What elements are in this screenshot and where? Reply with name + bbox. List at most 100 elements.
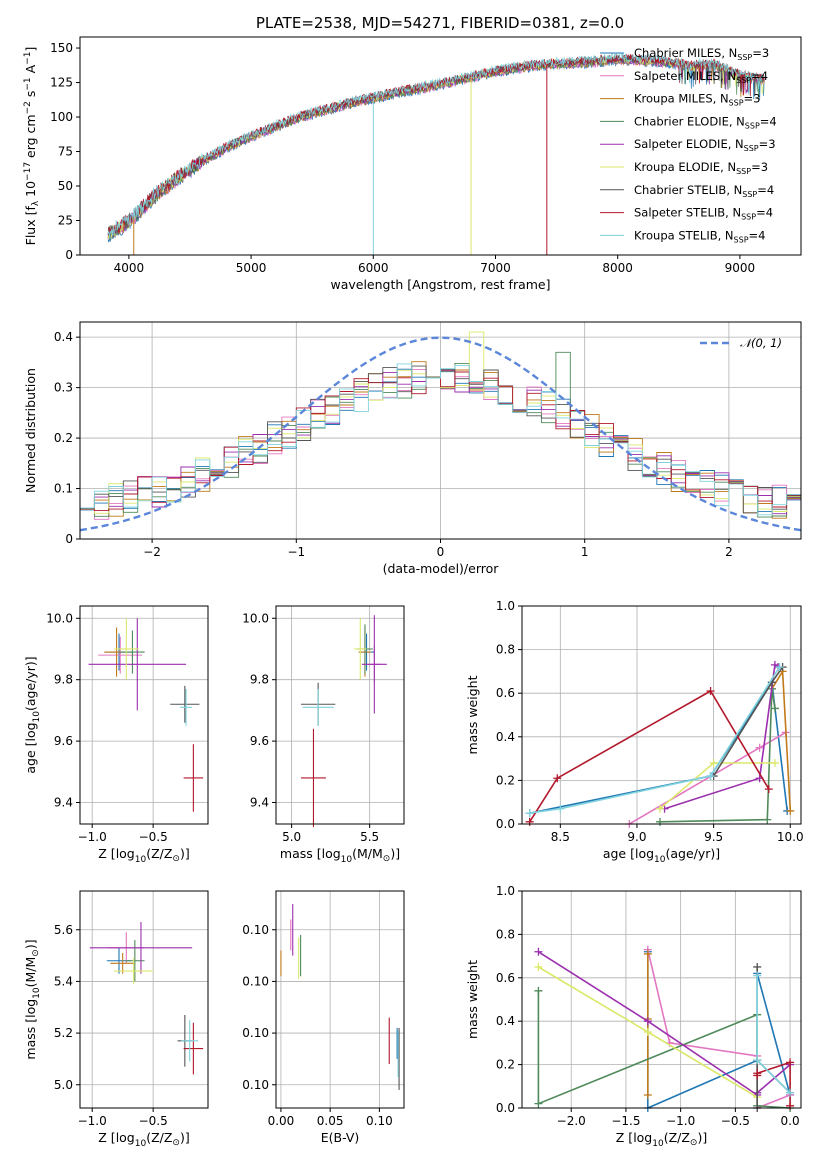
- weight-marker: [764, 785, 773, 794]
- x-axis-label: E(B-V): [321, 1130, 360, 1145]
- y-axis-label: mass weight: [465, 675, 480, 754]
- x-tick-label: 10.0: [777, 830, 804, 844]
- y-tick-label: 1.0: [496, 599, 515, 613]
- x-tick-label: 4000: [114, 261, 145, 275]
- axes-frame: [79, 321, 802, 540]
- histogram-8: [80, 363, 801, 516]
- x-tick-label: −1.0: [666, 1114, 695, 1128]
- y-tick-label: 0: [65, 248, 73, 262]
- plot-area-residuals: [79, 331, 802, 532]
- x-tick-label: −0.5: [139, 1114, 168, 1128]
- weight-marker: [525, 809, 534, 818]
- x-tick-label: −1.0: [78, 1114, 107, 1128]
- y-tick-label: 0.1: [54, 482, 73, 496]
- spectrum-line-8: [107, 52, 765, 238]
- weight-marker: [655, 804, 664, 813]
- weight-marker: [525, 817, 534, 826]
- figure-title: PLATE=2538, MJD=54271, FIBERID=0381, z=0…: [256, 14, 624, 32]
- weight-marker: [753, 962, 762, 971]
- weight-marker: [556, 804, 565, 813]
- y-tick-label: 5.6: [54, 923, 73, 937]
- y-tick-label: 0.4: [54, 330, 73, 344]
- panel-residuals: −2 −1 0 1 2 0 0.1 0.2 0.3 0.4 (data-model)/error No…: [23, 321, 802, 576]
- weight-marker: [643, 949, 652, 958]
- weight-marker: [786, 1088, 795, 1097]
- x-tick-label: 2: [725, 545, 733, 559]
- x-axis-label: (data-model)/error: [383, 561, 500, 576]
- weight-marker: [770, 704, 779, 713]
- y-tick-label: 5.0: [54, 1078, 73, 1092]
- weight-marker: [553, 774, 562, 783]
- weight-line-3: [537, 990, 791, 1109]
- weight-marker: [770, 758, 779, 767]
- panel-weight-vs-age: 8.5 9.0 9.5 10.0 0.0 0.2 0.4 0.6 0.8 1.0 age [log1…: [465, 599, 804, 865]
- weight-marker: [643, 1017, 652, 1026]
- x-tick-label: 1: [581, 545, 589, 559]
- x-tick-label: 9.0: [627, 830, 646, 844]
- x-axis-label: Z [log10​(Z/Z⊙​)]: [98, 846, 189, 865]
- spectrum-legend: Chabrier MILES, NSSP=3 Salpeter MILES, NS…: [600, 46, 777, 244]
- x-tick-label: 8.5: [551, 830, 570, 844]
- y-tick-label: 0.4: [496, 1014, 515, 1028]
- y-tick-label: 150: [50, 41, 73, 55]
- axes-frame: [79, 36, 802, 256]
- y-tick-label: 0.8: [496, 643, 515, 657]
- x-tick-label: 0.0: [781, 1114, 800, 1128]
- x-tick-label: 0.05: [317, 1114, 344, 1128]
- y-tick-label: 9.8: [54, 673, 73, 687]
- weight-line-7: [529, 689, 770, 823]
- weight-marker: [655, 817, 664, 826]
- weight-marker: [763, 815, 772, 824]
- weight-marker: [755, 743, 764, 752]
- x-tick-label: −2: [143, 545, 161, 559]
- weight-marker: [534, 947, 543, 956]
- legend-entry: Salpeter MILES, NSSP=4: [634, 69, 768, 85]
- y-tick-label: 0.2: [496, 773, 515, 787]
- x-axis-label: Z [log10​(Z/Z⊙​)]: [616, 1130, 707, 1149]
- y-tick-label: 50: [58, 179, 73, 193]
- weight-marker: [786, 1058, 795, 1067]
- y-tick-label: 0.0: [496, 1101, 515, 1115]
- y-tick-label: 9.8: [250, 673, 269, 687]
- y-axis-label: mass weight: [465, 960, 480, 1039]
- weight-line-2: [771, 668, 792, 811]
- x-tick-label: 9000: [725, 261, 756, 275]
- weight-line-3: [659, 688, 776, 823]
- y-tick-label: 0.10: [242, 1078, 269, 1092]
- x-tick-label: −1.5: [611, 1114, 640, 1128]
- weight-line-1: [647, 949, 791, 1110]
- weight-marker: [786, 806, 795, 815]
- x-tick-label: −1.0: [78, 830, 107, 844]
- x-tick-label: 7000: [480, 261, 511, 275]
- plot-area-mass-vs-Z: [89, 922, 204, 1075]
- x-axis-label: Z [log10​(Z/Z⊙​)]: [98, 1130, 189, 1149]
- axes-frame: [79, 890, 209, 1109]
- x-tick-label: 0: [437, 545, 445, 559]
- plot-area-spectrum: [107, 52, 765, 255]
- weight-marker: [534, 962, 543, 971]
- plot-area-age-vs-mass: [300, 615, 387, 828]
- y-tick-label: 0.2: [54, 431, 73, 445]
- y-tick-label: 0.8: [496, 927, 515, 941]
- weight-line-4: [664, 663, 779, 810]
- weight-marker: [709, 758, 718, 767]
- legend-entry: Kroupa ELODIE, NSSP=3: [634, 160, 768, 176]
- y-tick-label: 0.4: [496, 730, 515, 744]
- y-tick-label: 5.2: [54, 1026, 73, 1040]
- x-tick-label: 8000: [602, 261, 633, 275]
- x-tick-label: 0.00: [268, 1114, 295, 1128]
- panel-spectrum: 4000 5000 6000 7000 8000 9000 0 25 50 75 100 125 150…: [23, 36, 802, 292]
- weight-marker: [706, 687, 715, 696]
- histogram-7: [80, 371, 801, 511]
- y-tick-label: 25: [58, 214, 73, 228]
- axes-frame: [79, 605, 209, 825]
- panel-mass-vs-ebv: 0.00 0.05 0.10 0.10 0.10 0.10 0.10 E(B-V): [242, 890, 405, 1145]
- panel-weight-vs-Z: −2.0 −1.5 −1.0 −0.5 0.0 0.0 0.2 0.4 0.6 0.8 1.0 Z […: [465, 884, 802, 1149]
- axes-frame: [521, 605, 802, 825]
- legend-entry: 𝒩(0, 1): [740, 336, 782, 350]
- legend-entry: Salpeter ELODIE, NSSP=3: [634, 137, 776, 153]
- x-axis-label: mass [log10​(M/M⊙​)]: [280, 846, 400, 865]
- x-tick-label: −1: [287, 545, 305, 559]
- x-tick-label: 5000: [236, 261, 267, 275]
- weight-marker: [775, 663, 784, 672]
